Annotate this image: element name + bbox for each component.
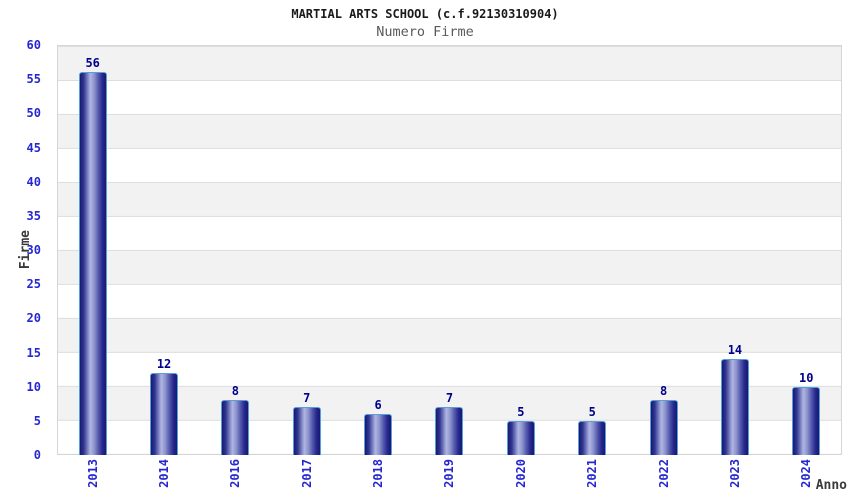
y-tick-label: 55 [26,72,41,87]
y-tick-label: 5 [33,413,41,428]
x-axis-title: Anno [815,478,847,493]
bar [292,407,321,455]
bar-value-label: 12 [156,357,172,371]
bar-value-label: 7 [303,391,311,406]
bar-value-label: 14 [727,343,743,358]
x-tick-label: 2019 [414,459,485,488]
y-tick-label: 50 [26,106,41,121]
y-tick-label: 20 [26,311,41,326]
bar-column: 5 [557,45,628,455]
x-tick-label-text: 2023 [727,459,742,488]
x-axis: 2013 2014 2016 2017 2018 2019 2020 2021 2022 2023… [57,459,842,488]
bar-value-label: 8 [231,384,240,399]
bar [578,420,607,455]
bar-column: 5 [485,45,556,455]
bar-value-label: 5 [517,404,525,419]
bar-value-label: 7 [445,391,454,406]
x-tick-label-text: 2019 [442,459,457,488]
x-tick-label-text: 2014 [157,459,172,488]
y-tick-label: 40 [26,174,41,189]
bar-column: 10 [771,45,842,455]
bar-value-label: 10 [799,370,814,385]
bar [649,400,678,455]
bar-column: 7 [414,45,485,455]
bar-value-label: 5 [588,404,596,419]
x-tick-label: 2018 [342,459,413,488]
bar-value-label: 56 [85,56,100,71]
chart-subtitle: Numero Firme [376,24,474,40]
y-axis-title-text: Firme [18,230,33,270]
y-tick-label: 60 [26,38,41,52]
x-tick-label: 2021 [557,459,628,488]
bars-layer: 56 12 8 7 6 7 5 5 8 14 10 [57,45,842,455]
plot-area [57,45,842,455]
x-tick-label-text: 2018 [371,459,386,488]
bar-value-label: 8 [659,384,668,399]
x-tick-label: 2016 [200,459,271,488]
y-tick-label: 35 [26,208,41,223]
x-tick-label: 2023 [699,459,770,488]
y-axis: 0 5 10 15 20 25 30 35 40 45 50 55 60 [0,39,49,461]
x-tick-label-text: 2021 [585,459,600,488]
bar [720,359,749,455]
bar [364,414,393,455]
bar [150,373,179,455]
x-tick-label-text: 2024 [799,459,814,488]
x-tick-label-text: 2022 [656,459,671,488]
y-tick-label: 0 [33,448,41,462]
bar-value-label: 6 [374,398,382,412]
bar-column: 14 [699,45,770,455]
y-tick-label: 10 [26,379,41,394]
x-tick-label: 2014 [128,459,199,488]
x-tick-label-text: 2017 [299,459,314,488]
y-tick-label: 45 [26,140,41,155]
x-tick-label-text: 2013 [85,459,100,488]
x-tick-label: 2022 [628,459,699,488]
bar [221,400,250,455]
bar-column: 12 [128,45,199,455]
x-tick-label: 2017 [271,459,342,488]
x-tick-label: 2020 [485,459,556,488]
bar-column: 6 [342,45,413,455]
x-tick-label-text: 2016 [228,459,243,488]
bar [506,420,535,455]
y-tick-label: 25 [26,277,41,292]
bar-column: 56 [57,45,128,455]
bar-column: 8 [628,45,699,455]
x-tick-label-text: 2020 [513,459,528,488]
chart-title: MARTIAL ARTS SCHOOL (c.f.92130310904) [291,7,559,21]
bar [78,72,107,455]
bar-column: 8 [200,45,271,455]
x-tick-label: 2013 [57,459,128,488]
y-axis-title: Firme [18,45,33,455]
bar-column: 7 [271,45,342,455]
y-tick-label: 15 [26,345,41,360]
bar [435,407,464,455]
bar [792,386,821,455]
y-tick-label: 30 [26,243,41,257]
